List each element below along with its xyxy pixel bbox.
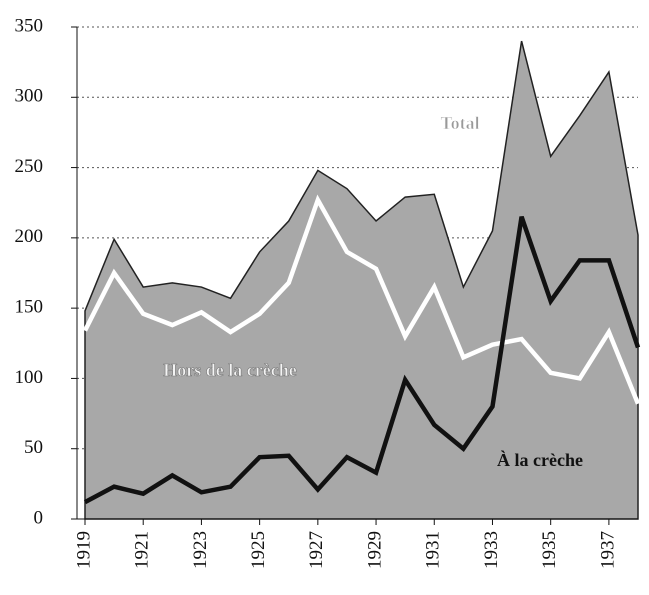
x-tick-label: 1937: [597, 531, 618, 569]
x-tick-label: 1933: [481, 531, 502, 569]
x-tick-label: 1923: [190, 531, 211, 569]
x-tick-label: 1935: [539, 531, 560, 569]
y-tick-label: 300: [15, 86, 44, 107]
line: [82, 194, 641, 405]
series-label: À la crèche: [497, 449, 583, 470]
x-tick-label: 1927: [306, 531, 327, 569]
series-label: Total: [440, 113, 479, 133]
y-tick-label: 50: [24, 437, 43, 458]
y-tick-label: 200: [15, 226, 44, 247]
y-tick-label: 350: [15, 15, 44, 36]
x-tick-label: 1929: [364, 531, 385, 569]
x-tick-label: 1921: [132, 531, 153, 569]
series-label: Hors de la crèche: [163, 360, 296, 380]
y-tick-label: 150: [15, 297, 44, 318]
y-tick-label: 0: [34, 507, 44, 528]
x-tick-label: 1925: [248, 531, 269, 569]
x-tick-label: 1919: [73, 531, 94, 569]
area: [84, 40, 639, 520]
line: [83, 216, 641, 505]
x-tick-label: 1931: [423, 531, 444, 569]
y-tick-label: 100: [15, 367, 44, 388]
y-tick-label: 250: [15, 156, 44, 177]
